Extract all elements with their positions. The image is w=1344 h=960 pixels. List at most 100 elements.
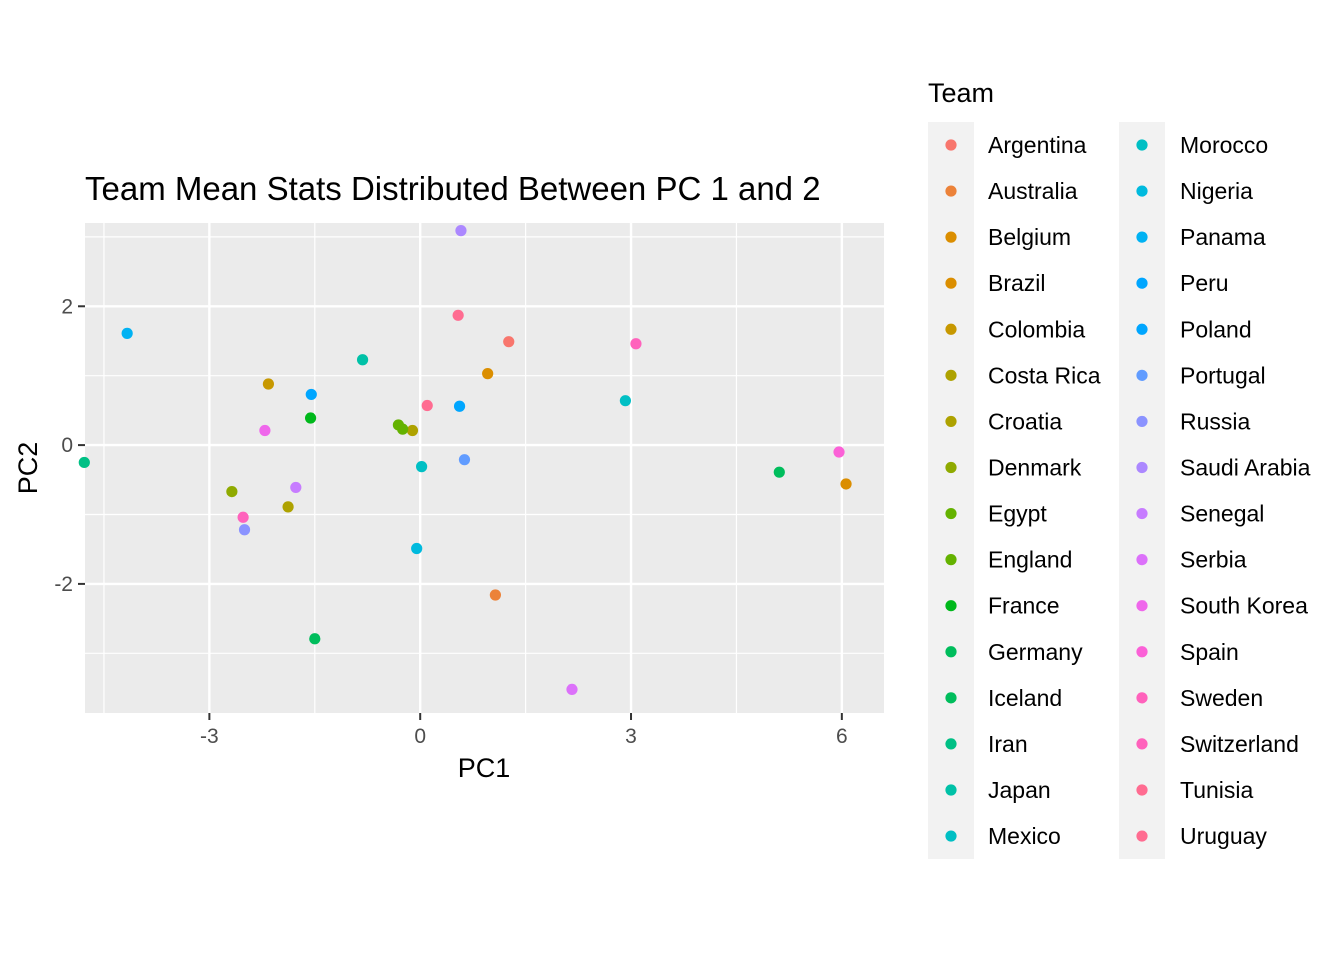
data-point xyxy=(121,327,133,339)
data-point xyxy=(416,461,428,473)
legend-label: Senegal xyxy=(1180,501,1264,527)
data-point xyxy=(309,633,321,645)
legend-key xyxy=(945,830,957,842)
data-point xyxy=(421,399,433,412)
legend-items: Argentina Australia Belgium Brazil Colombia C… xyxy=(945,132,1311,849)
legend-label: Poland xyxy=(1180,316,1252,342)
legend-label: Saudi Arabia xyxy=(1180,454,1311,480)
legend-label: Iceland xyxy=(988,685,1062,711)
legend-key-column-1 xyxy=(928,122,974,859)
grid-major xyxy=(85,223,884,713)
legend-label: Croatia xyxy=(988,408,1062,434)
legend-label: Spain xyxy=(1180,639,1239,665)
y-tick-label: 0 xyxy=(61,434,73,457)
data-points xyxy=(78,225,852,696)
x-tick-label: 6 xyxy=(836,725,848,748)
legend-key xyxy=(1136,139,1148,151)
legend-key xyxy=(1136,692,1148,704)
legend-label: Portugal xyxy=(1180,362,1266,388)
legend-key xyxy=(1136,369,1148,381)
data-point xyxy=(237,511,249,523)
legend-key xyxy=(1136,830,1148,842)
legend-label: Serbia xyxy=(1180,547,1247,573)
legend-key xyxy=(945,554,957,566)
legend-label: Costa Rica xyxy=(988,362,1101,388)
data-point xyxy=(305,388,317,401)
legend-key xyxy=(945,185,957,197)
legend-key xyxy=(1136,600,1148,612)
legend-key xyxy=(945,646,957,658)
legend-key xyxy=(945,692,957,704)
data-point xyxy=(262,378,275,390)
legend: Team Argentina Australia Belgium Brazil Colo… xyxy=(928,78,1311,859)
data-point xyxy=(259,424,271,437)
legend-key-column-2 xyxy=(1119,122,1165,859)
chart-title: Team Mean Stats Distributed Between PC 1… xyxy=(85,170,821,207)
legend-label: Panama xyxy=(1180,224,1266,250)
legend-key xyxy=(1136,323,1148,335)
legend-label: South Korea xyxy=(1180,593,1308,619)
data-point xyxy=(833,446,845,458)
y-axis-title: PC2 xyxy=(13,442,43,495)
legend-key xyxy=(945,139,957,151)
legend-title: Team xyxy=(928,78,994,108)
legend-label: Morocco xyxy=(1180,132,1268,158)
legend-label: Colombia xyxy=(988,316,1085,342)
x-tick-label: 0 xyxy=(414,725,426,748)
legend-label: Nigeria xyxy=(1180,178,1253,204)
legend-key xyxy=(1136,646,1148,658)
legend-label: Russia xyxy=(1180,408,1251,434)
legend-key xyxy=(945,784,957,796)
y-axis: -2 0 2 xyxy=(54,295,85,596)
legend-key xyxy=(1136,738,1148,750)
legend-label: Germany xyxy=(988,639,1083,665)
data-point xyxy=(489,589,501,601)
legend-label: Switzerland xyxy=(1180,731,1299,757)
legend-key xyxy=(945,323,957,335)
legend-key xyxy=(945,231,957,243)
data-point xyxy=(238,524,251,536)
data-point xyxy=(566,683,578,696)
legend-label: Brazil xyxy=(988,270,1046,296)
legend-label: France xyxy=(988,593,1060,619)
data-point xyxy=(453,400,466,412)
legend-label: Japan xyxy=(988,777,1051,803)
legend-label: Mexico xyxy=(988,823,1061,849)
data-point xyxy=(78,456,90,469)
y-tick-label: 2 xyxy=(61,295,73,318)
legend-key xyxy=(1136,415,1148,428)
legend-key xyxy=(1136,277,1148,289)
legend-key xyxy=(1136,507,1148,520)
legend-label: Tunisia xyxy=(1180,777,1253,803)
legend-key xyxy=(945,461,957,474)
legend-key xyxy=(945,369,957,381)
legend-key xyxy=(945,415,957,428)
data-point xyxy=(455,225,467,237)
legend-label: Peru xyxy=(1180,270,1229,296)
legend-label: Argentina xyxy=(988,132,1087,158)
legend-key xyxy=(945,600,957,612)
legend-key xyxy=(1136,231,1148,243)
x-axis: -3 0 3 6 xyxy=(200,713,848,748)
data-point xyxy=(397,423,409,435)
x-tick-label: 3 xyxy=(625,725,637,748)
data-point xyxy=(356,354,369,366)
data-point xyxy=(630,338,642,350)
legend-label: Iran xyxy=(988,731,1028,757)
legend-key xyxy=(1136,461,1148,474)
data-point xyxy=(290,481,302,494)
data-point xyxy=(840,478,852,490)
data-point xyxy=(458,454,471,466)
legend-key xyxy=(1136,784,1148,796)
data-point xyxy=(282,501,294,513)
data-point xyxy=(773,466,785,478)
legend-key xyxy=(945,277,957,289)
legend-label: Egypt xyxy=(988,501,1047,527)
legend-key xyxy=(1136,185,1148,197)
data-point xyxy=(406,424,419,437)
x-axis-title: PC1 xyxy=(458,753,511,783)
legend-label: Belgium xyxy=(988,224,1071,250)
legend-label: Denmark xyxy=(988,454,1082,480)
plot-panel xyxy=(85,223,884,713)
